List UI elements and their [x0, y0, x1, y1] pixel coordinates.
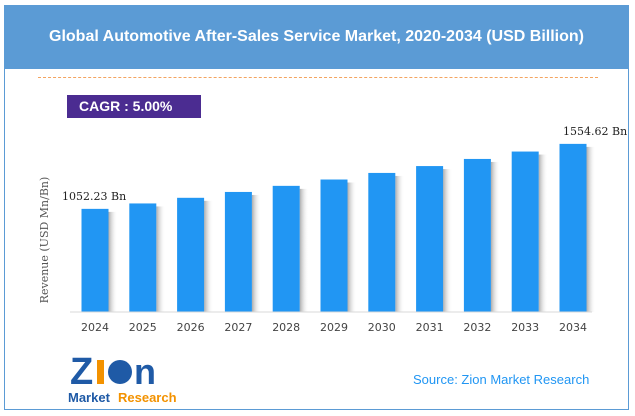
bar-shadow	[156, 206, 166, 312]
x-tick-label: 2030	[368, 321, 396, 334]
divider	[38, 77, 598, 78]
bar-shadow	[347, 182, 357, 312]
bar-2034	[559, 143, 587, 312]
bar-2033	[511, 151, 539, 312]
bar-2029	[320, 179, 348, 312]
data-label: 1554.62 Bn	[563, 125, 627, 138]
bar-shadow	[299, 188, 309, 312]
x-tick-label: 2028	[272, 321, 300, 334]
bar-shadow	[586, 146, 596, 312]
source-text: Source: Zion Market Research	[413, 372, 590, 387]
data-label: 1052.23 Bn	[62, 190, 126, 203]
x-tick-label: 2027	[224, 321, 252, 334]
x-tick-label: 2026	[177, 321, 205, 334]
cagr-badge: CAGR : 5.00%	[67, 95, 201, 118]
x-tick-label: 2024	[81, 321, 109, 334]
bar-shadow	[490, 161, 500, 312]
y-axis-label: Revenue (USD Mn/Bn)	[38, 177, 51, 304]
x-tick-label: 2029	[320, 321, 348, 334]
x-tick-label: 2025	[129, 321, 157, 334]
bar-shadow	[108, 211, 118, 312]
bar-shadow	[204, 200, 214, 312]
x-tick-label: 2031	[416, 321, 444, 334]
svg-text:Research: Research	[118, 390, 177, 405]
bar-2025	[129, 203, 157, 312]
x-tick-label: 2032	[463, 321, 491, 334]
bar-2028	[272, 185, 300, 312]
bar-2032	[463, 158, 491, 312]
chart-title: Global Automotive After-Sales Service Ma…	[4, 5, 629, 69]
x-tick-label: 2034	[559, 321, 587, 334]
bar-2027	[224, 191, 252, 312]
bar-2031	[416, 166, 444, 312]
bar-shadow	[443, 169, 453, 312]
bar-shadow	[395, 175, 405, 312]
x-tick-label: 2033	[511, 321, 539, 334]
bar-2030	[368, 172, 396, 312]
bar-shadow	[251, 194, 261, 312]
svg-text:Market: Market	[68, 390, 111, 405]
bar-2024	[81, 208, 109, 312]
svg-text:Z: Z	[70, 351, 93, 393]
zion-logo: Z n Market Research	[68, 351, 177, 405]
bar-shadow	[538, 154, 548, 312]
bar-2026	[177, 197, 205, 312]
svg-text:n: n	[134, 351, 156, 392]
